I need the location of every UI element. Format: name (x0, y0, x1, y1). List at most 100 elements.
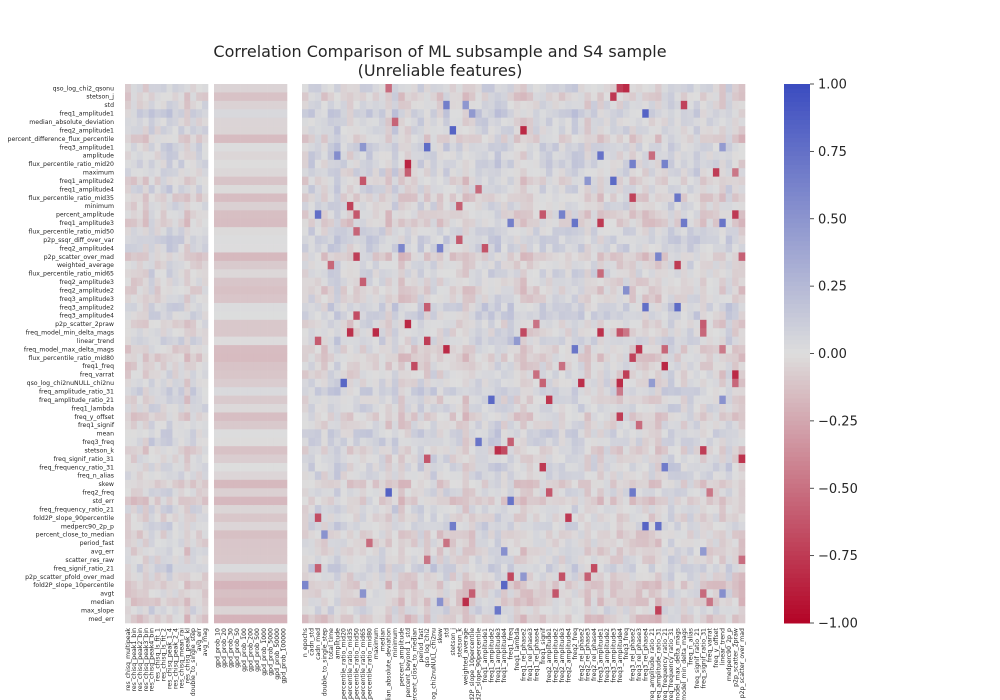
heatmap-cell (507, 84, 515, 93)
heatmap-cell (184, 84, 191, 93)
heatmap-cell (130, 126, 138, 135)
heatmap-cell (468, 471, 476, 481)
heatmap-cell (623, 252, 630, 262)
heatmap-cell (423, 361, 431, 371)
heatmap-cell (539, 564, 547, 573)
heatmap-cell (623, 277, 630, 287)
heatmap-cell (533, 454, 540, 464)
heatmap-cell (565, 597, 572, 607)
heatmap-cell (603, 488, 611, 497)
heatmap-cell (280, 404, 288, 413)
heatmap-cell (340, 555, 348, 565)
heatmap-cell (398, 244, 406, 253)
heatmap-cell (314, 311, 322, 321)
heatmap-cell (507, 311, 515, 321)
heatmap-cell (260, 210, 268, 220)
heatmap-cell (379, 462, 386, 472)
heatmap-cell (366, 420, 373, 430)
heatmap-cell (520, 286, 528, 295)
heatmap-cell (148, 92, 155, 102)
heatmap-cell (411, 100, 418, 110)
heatmap-cell (160, 547, 167, 556)
heatmap-cell (629, 387, 637, 396)
heatmap-cell (202, 168, 209, 177)
heatmap-cell (321, 505, 328, 514)
heatmap-cell (260, 437, 268, 447)
heatmap-cell (603, 134, 611, 144)
heatmap-cell (321, 176, 328, 186)
heatmap-cell (385, 117, 393, 127)
heatmap-cell (172, 345, 179, 354)
heatmap-cell (571, 185, 579, 194)
heatmap-cell (184, 210, 191, 220)
heatmap-cell (372, 471, 380, 481)
heatmap-cell (280, 286, 288, 295)
heatmap-cell (148, 294, 155, 304)
heatmap-cell (240, 454, 248, 464)
heatmap-cell (280, 513, 288, 523)
heatmap-cell (280, 168, 288, 177)
heatmap-cell (273, 387, 281, 396)
heatmap-cell (346, 336, 354, 346)
heatmap-cell (321, 235, 328, 245)
heatmap-cell (233, 319, 241, 329)
heatmap-cell (552, 378, 560, 388)
heatmap-cell (166, 117, 173, 127)
heatmap-cell (539, 176, 547, 186)
heatmap-cell (513, 100, 521, 110)
heatmap-cell (130, 547, 138, 556)
heatmap-cell (308, 126, 316, 135)
heatmap-cell (160, 244, 167, 253)
heatmap-cell (436, 496, 444, 506)
heatmap-cell (125, 429, 132, 439)
heatmap-cell (391, 126, 399, 135)
heatmap-cell (526, 513, 534, 523)
heatmap-cell (372, 404, 380, 413)
heatmap-cell (616, 378, 624, 388)
heatmap-cell (379, 109, 386, 118)
heatmap-cell (456, 193, 463, 203)
heatmap-cell (552, 269, 560, 278)
heatmap-cell (136, 479, 144, 489)
heatmap-cell (558, 176, 566, 186)
heatmap-cell (321, 185, 328, 194)
heatmap-cell (584, 488, 592, 497)
heatmap-cell (136, 218, 144, 228)
heatmap-cell (327, 151, 335, 161)
heatmap-cell (340, 286, 348, 295)
heatmap-cell (488, 244, 495, 253)
heatmap-cell (623, 395, 630, 405)
heatmap-cell (610, 294, 617, 304)
heatmap-cell (590, 521, 598, 531)
heatmap-cell (578, 479, 585, 489)
heatmap-cell (391, 353, 399, 363)
heatmap-cell (172, 564, 179, 573)
heatmap-cell (552, 294, 560, 304)
heatmap-cell (417, 589, 425, 599)
heatmap-cell (240, 252, 248, 262)
heatmap-cell (590, 420, 598, 430)
heatmap-cell (597, 311, 605, 321)
heatmap-cell (436, 564, 444, 573)
heatmap-cell (130, 496, 138, 506)
heatmap-cell (552, 538, 560, 548)
heatmap-cell (233, 294, 241, 304)
heatmap-cell (552, 454, 560, 464)
heatmap-cell (273, 269, 281, 278)
heatmap-cell (366, 530, 373, 540)
heatmap-cell (227, 538, 235, 548)
heatmap-cell (597, 252, 605, 262)
heatmap-cell (321, 471, 328, 481)
heatmap-cell (417, 142, 425, 152)
heatmap-cell (552, 404, 560, 413)
heatmap-cell (449, 100, 457, 110)
heatmap-cell (635, 84, 643, 93)
heatmap-cell (520, 530, 528, 540)
heatmap-cell (411, 126, 418, 135)
heatmap-cell (125, 437, 132, 447)
heatmap-cell (436, 328, 444, 337)
heatmap-cell (629, 336, 637, 346)
heatmap-cell (590, 117, 598, 127)
heatmap-cell (404, 572, 412, 582)
heatmap-cell (190, 387, 197, 396)
